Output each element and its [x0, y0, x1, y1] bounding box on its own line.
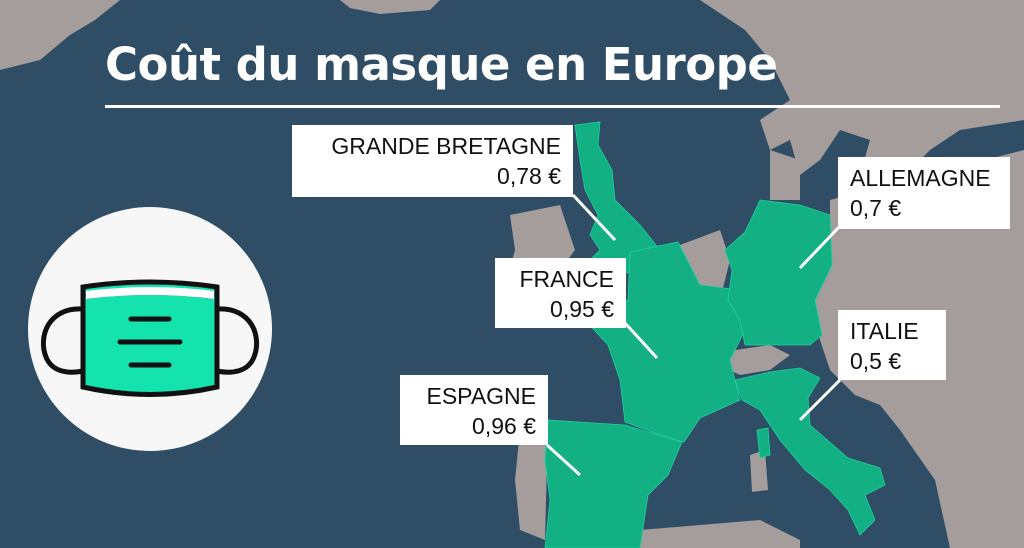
- callout-line-it: [798, 378, 842, 422]
- callout-france: FRANCE 0,95 €: [495, 258, 626, 328]
- highlighted-countries: [544, 121, 886, 548]
- country-name: FRANCE: [519, 266, 614, 292]
- country-germany: [724, 199, 833, 346]
- switzerland: [722, 345, 790, 375]
- country-name: GRANDE BRETAGNE: [331, 133, 561, 159]
- sardinia: [750, 450, 768, 492]
- north-africa: [600, 520, 800, 548]
- denmark: [770, 150, 800, 200]
- corsica: [756, 427, 771, 459]
- country-price: 0,7 €: [850, 195, 902, 221]
- callout-great-britain: GRANDE BRETAGNE 0,78 €: [292, 125, 573, 197]
- callout-italy: ITALIE 0,5 €: [838, 310, 946, 380]
- mask-badge: [28, 207, 272, 451]
- page-title: Coût du masque en Europe: [105, 38, 778, 91]
- country-name: ITALIE: [850, 318, 919, 344]
- callout-germany: ALLEMAGNE 0,7 €: [838, 157, 1010, 229]
- country-price: 0,78 €: [497, 163, 561, 189]
- country-name: ALLEMAGNE: [850, 165, 991, 191]
- country-price: 0,5 €: [850, 348, 902, 374]
- callout-line-es: [545, 443, 582, 477]
- portugal: [515, 425, 548, 540]
- face-mask-icon: [40, 279, 260, 397]
- callout-spain: ESPAGNE 0,96 €: [400, 375, 548, 445]
- country-spain: [544, 419, 683, 548]
- callout-line-fr: [623, 321, 659, 360]
- country-name: ESPAGNE: [426, 383, 537, 409]
- greenland: [0, 0, 120, 70]
- balkans-east: [920, 390, 1024, 548]
- callout-line-de: [798, 224, 842, 270]
- title-underline: [105, 105, 1000, 108]
- callout-line-gb: [571, 193, 617, 242]
- callout-lines: [545, 193, 842, 477]
- country-price: 0,95 €: [550, 296, 614, 322]
- country-price: 0,96 €: [472, 413, 536, 439]
- scandinavia: [700, 0, 1024, 200]
- iceland: [340, 0, 440, 14]
- country-italy: [734, 367, 886, 536]
